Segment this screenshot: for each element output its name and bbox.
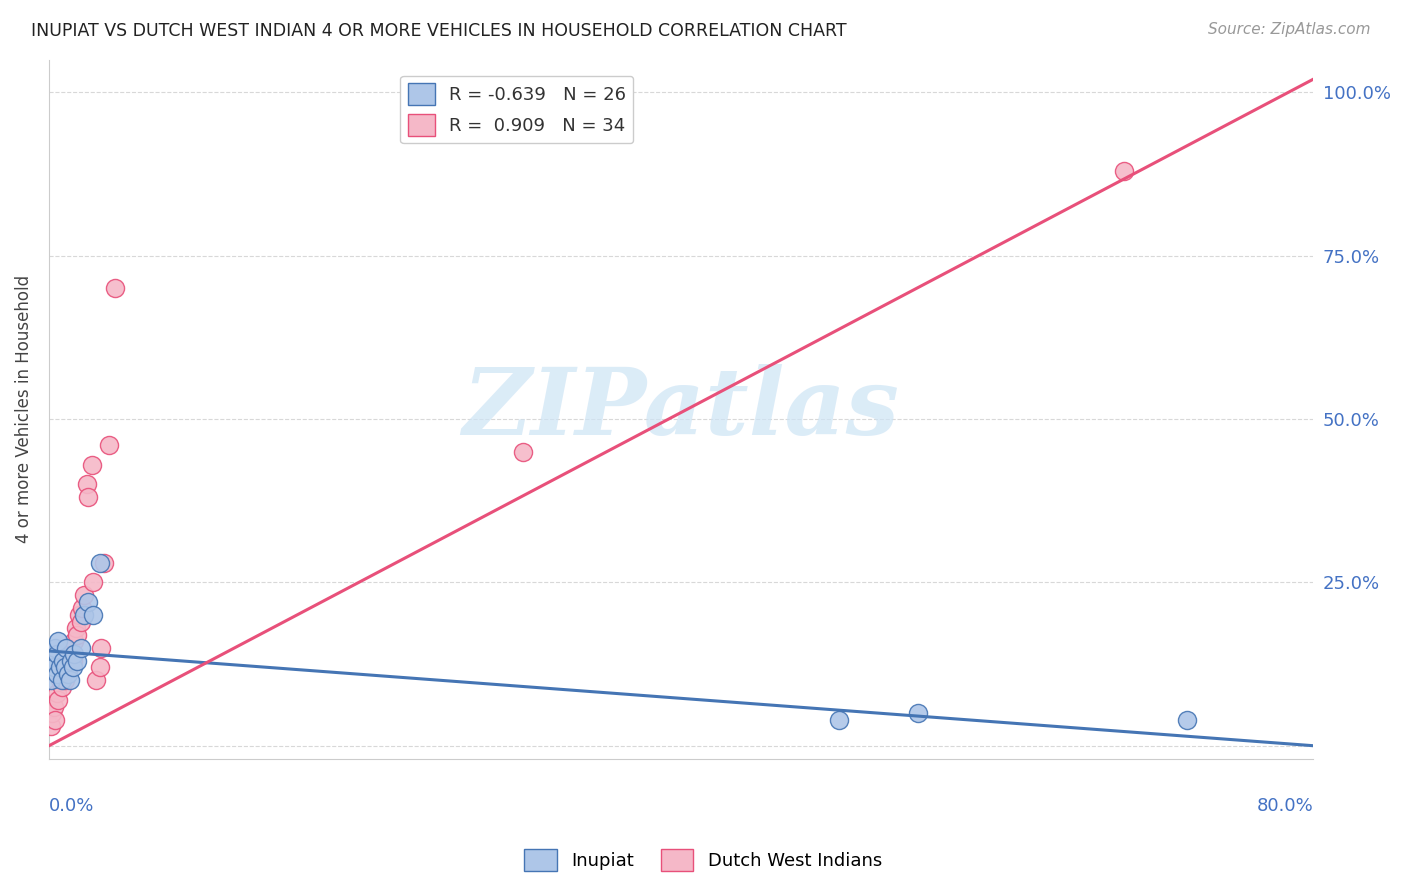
Point — [49, 673, 72, 688]
Point — [93, 556, 115, 570]
Point — [73, 607, 96, 622]
Point — [56, 660, 79, 674]
Point — [828, 713, 851, 727]
Point — [80, 458, 103, 472]
Point — [62, 654, 84, 668]
Point — [42, 660, 65, 674]
Point — [65, 621, 87, 635]
Point — [55, 640, 77, 655]
Point — [73, 589, 96, 603]
Text: 80.0%: 80.0% — [1257, 797, 1313, 815]
Point — [41, 654, 63, 668]
Legend: R = -0.639   N = 26, R =  0.909   N = 34: R = -0.639 N = 26, R = 0.909 N = 34 — [401, 76, 633, 143]
Point — [60, 654, 83, 668]
Point — [60, 640, 83, 655]
Point — [63, 647, 86, 661]
Point — [62, 660, 84, 674]
Legend: Inupiat, Dutch West Indians: Inupiat, Dutch West Indians — [517, 842, 889, 879]
Point — [82, 575, 104, 590]
Text: INUPIAT VS DUTCH WEST INDIAN 4 OR MORE VEHICLES IN HOUSEHOLD CORRELATION CHART: INUPIAT VS DUTCH WEST INDIAN 4 OR MORE V… — [31, 22, 846, 40]
Point — [52, 666, 75, 681]
Y-axis label: 4 or more Vehicles in Household: 4 or more Vehicles in Household — [15, 275, 32, 543]
Point — [58, 647, 80, 661]
Text: ZIPatlas: ZIPatlas — [463, 364, 900, 454]
Point — [51, 673, 73, 688]
Point — [70, 601, 93, 615]
Point — [89, 660, 111, 674]
Point — [90, 640, 112, 655]
Point — [63, 634, 86, 648]
Point — [42, 699, 65, 714]
Point — [104, 281, 127, 295]
Point — [48, 634, 70, 648]
Point — [45, 666, 67, 681]
Text: Source: ZipAtlas.com: Source: ZipAtlas.com — [1208, 22, 1371, 37]
Point — [86, 673, 108, 688]
Point — [48, 693, 70, 707]
Point — [82, 607, 104, 622]
Point — [45, 647, 67, 661]
Point — [77, 595, 100, 609]
Point — [52, 654, 75, 668]
Point — [512, 444, 534, 458]
Point — [69, 640, 91, 655]
Point — [67, 607, 90, 622]
Text: 0.0%: 0.0% — [49, 797, 94, 815]
Point — [45, 686, 67, 700]
Point — [76, 477, 98, 491]
Point — [51, 680, 73, 694]
Point — [53, 660, 76, 674]
Point — [44, 640, 66, 655]
Point — [44, 713, 66, 727]
Point — [39, 719, 62, 733]
Point — [66, 627, 89, 641]
Point — [98, 438, 121, 452]
Point — [58, 673, 80, 688]
Point — [53, 673, 76, 688]
Point — [89, 556, 111, 570]
Point — [41, 706, 63, 720]
Point — [39, 673, 62, 688]
Point — [49, 660, 72, 674]
Point — [1175, 713, 1198, 727]
Point — [69, 615, 91, 629]
Point — [1112, 163, 1135, 178]
Point — [56, 666, 79, 681]
Point — [77, 491, 100, 505]
Point — [55, 654, 77, 668]
Point — [66, 654, 89, 668]
Point — [907, 706, 929, 720]
